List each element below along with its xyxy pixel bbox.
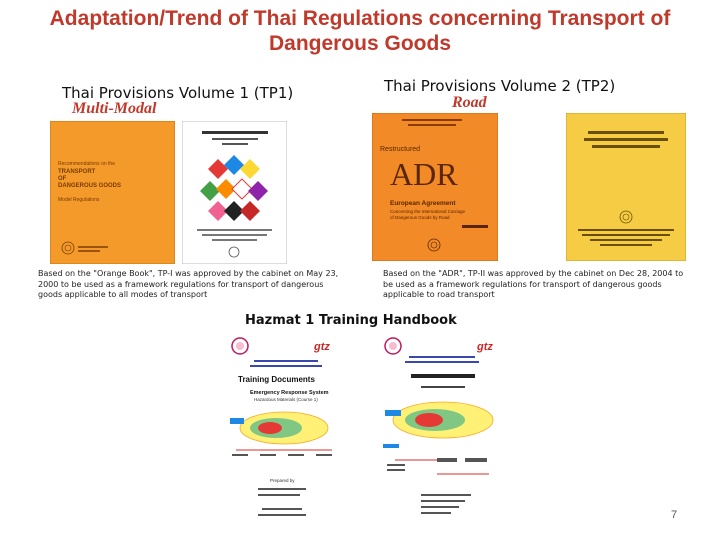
- handbook-doc-thai: gtz: [381, 334, 503, 520]
- book1-line5: Model Regulations: [58, 197, 100, 203]
- handbook-heading: Hazmat 1 Training Handbook: [245, 313, 457, 328]
- adr-book-cover: Restructured ADR European Agreement Conc…: [372, 113, 498, 261]
- doc1-sub2: Hazardous Materials (Course 1): [254, 397, 318, 402]
- book1-line4: DANGEROUS GOODS: [58, 183, 121, 189]
- adr-sub3: of Dangerous Goods by Road: [390, 215, 450, 220]
- hazard-zone-diagram: [383, 401, 494, 475]
- left-caption: Based on the "Orange Book", TP-I was app…: [38, 269, 339, 299]
- book1-line2: TRANSPORT: [58, 169, 96, 175]
- book1-line3: OF: [58, 176, 67, 182]
- doc1-label: Prepared by: [270, 478, 295, 483]
- page-number: 7: [671, 509, 678, 521]
- slide-title: Adaptation/Trend of Thai Regulations con…: [49, 7, 671, 55]
- doc1-title: Training Documents: [238, 375, 315, 384]
- un-emblem-icon: [427, 238, 441, 252]
- emblem-icon: [384, 337, 402, 355]
- emblem-icon: [231, 337, 249, 355]
- seal-icon: [619, 210, 633, 224]
- gtz-logo: gtz: [313, 341, 330, 353]
- orange-book-cover: Recommendations on the TRANSPORT OF DANG…: [50, 121, 175, 264]
- left-column-heading: Thai Provisions Volume 1 (TP1): [62, 84, 294, 102]
- adr-sub2: Concerning the International Carriage: [390, 209, 466, 214]
- tp2-thai-cover: [566, 113, 686, 261]
- tp1-thai-cover: [182, 121, 287, 264]
- book1-line1: Recommendations on the: [58, 161, 115, 167]
- hazard-diamonds-icon: [200, 155, 268, 221]
- adr-top-text: Restructured: [380, 146, 420, 153]
- gtz-logo: gtz: [476, 341, 493, 353]
- right-caption: Based on the "ADR", TP-II was approved b…: [383, 269, 684, 299]
- adr-big-text: ADR: [390, 156, 458, 192]
- right-column-subheading: Road: [452, 94, 487, 111]
- seal-icon: [228, 246, 240, 258]
- right-column-heading: Thai Provisions Volume 2 (TP2): [384, 77, 616, 95]
- handbook-doc-english: gtz Training Documents Emergency Respons…: [228, 334, 340, 520]
- doc1-sub1: Emergency Response System: [250, 390, 329, 396]
- left-column-subheading: Multi-Modal: [72, 100, 157, 117]
- hazard-zone-diagram: [230, 411, 332, 456]
- adr-sub1: European Agreement: [390, 200, 456, 207]
- un-emblem-icon: [61, 241, 75, 255]
